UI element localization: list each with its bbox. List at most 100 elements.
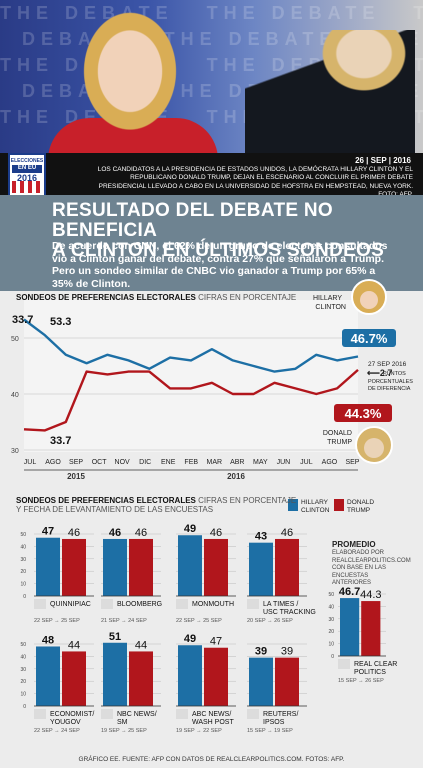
trump-start-label: 33.7 bbox=[50, 435, 71, 447]
bar-chart-subtitle-2: Y FECHA DE LEVANTAMIENTO DE LAS ENCUESTA… bbox=[16, 505, 214, 514]
poll-7-dates: 19 SEP → 22 SEP bbox=[176, 728, 222, 734]
x-tick-label: OCT bbox=[92, 459, 108, 466]
annotation-gap: ⟵2.7 bbox=[367, 368, 392, 378]
trump-avatar-face bbox=[364, 438, 384, 458]
poll-1-clinton-value: 47 bbox=[42, 526, 54, 538]
trump-end-value: 44.3% bbox=[345, 406, 382, 421]
bar-y-tick: 50 bbox=[20, 642, 26, 648]
poll-8-clinton-value: 39 bbox=[255, 646, 267, 658]
y-tick-label: 40 bbox=[11, 392, 19, 399]
clinton-photo bbox=[60, 12, 200, 160]
poll-7-clinton-bar bbox=[178, 645, 202, 706]
poll-7-clinton-value: 49 bbox=[184, 633, 196, 645]
poll-3-clinton-bar bbox=[178, 535, 202, 596]
lead-paragraph: De acuerdo con CNN, el 62% de un grupo d… bbox=[52, 240, 388, 290]
bar-y-tick: 20 bbox=[20, 679, 26, 685]
bar-y-tick: 20 bbox=[20, 569, 26, 575]
legend-clinton-1: HILLARY bbox=[313, 295, 342, 302]
bar-legend-clinton-1: HILLARY bbox=[301, 499, 329, 506]
footer-credit: GRÁFICO EE. FUENTE: AFP CON DATOS DE REA… bbox=[78, 756, 345, 763]
poll-6-name-2: SM bbox=[117, 719, 128, 726]
poll-8-logo-icon bbox=[247, 709, 259, 719]
poll-6-clinton-bar bbox=[103, 642, 127, 706]
avg-y-tick: 40 bbox=[328, 604, 334, 610]
clinton-start-label: 33.7 bbox=[12, 314, 33, 326]
clinton-end-value: 46.7% bbox=[351, 331, 388, 346]
average-description: ELABORADO POR REALCLEARPOLITICS.COM CON … bbox=[332, 550, 423, 588]
poll-3-dates: 22 SEP → 25 SEP bbox=[176, 618, 222, 624]
average-clinton-bar bbox=[340, 598, 360, 656]
line-chart-title: SONDEOS DE PREFERENCIAS ELECTORALES CIFR… bbox=[16, 293, 296, 302]
bar-legend-clinton-2: CLINTON bbox=[301, 507, 330, 514]
bar-y-tick: 0 bbox=[23, 704, 26, 710]
bar-y-tick: 10 bbox=[20, 582, 26, 588]
bar-legend-trump-2: TRUMP bbox=[347, 507, 370, 514]
poll-5-name: ECONOMIST/ bbox=[50, 711, 94, 718]
poll-1-clinton-bar bbox=[36, 537, 60, 596]
headline-line2: A CLINTON EN ÚLTIMOS SONDEOS bbox=[52, 240, 385, 261]
avg-y-tick: 50 bbox=[328, 592, 334, 598]
poll-6-trump-value: 44 bbox=[135, 639, 147, 651]
line-chart-subtitle: CIFRAS EN PORCENTAJE bbox=[198, 293, 297, 302]
poll-5-dates: 22 SEP → 24 SEP bbox=[34, 728, 80, 734]
x-tick-label: JUL bbox=[24, 459, 37, 466]
bar-y-tick: 10 bbox=[20, 692, 26, 698]
poll-5-clinton-bar bbox=[36, 646, 60, 706]
x-tick-label: JUL bbox=[300, 459, 313, 466]
poll-5-logo-icon bbox=[34, 709, 46, 719]
poll-6-clinton-value: 51 bbox=[109, 631, 121, 643]
logo-line3: 2016 bbox=[16, 173, 38, 183]
clinton-line bbox=[23, 318, 359, 373]
x-tick-label: MAY bbox=[253, 459, 268, 466]
x-tick-label: JUN bbox=[277, 459, 291, 466]
bar-y-tick: 40 bbox=[20, 654, 26, 660]
poll-6-logo-icon bbox=[101, 709, 113, 719]
poll-2-dates: 21 SEP → 24 SEP bbox=[101, 618, 147, 624]
clinton-avatar-face bbox=[360, 291, 378, 309]
average-name: REAL CLEAR bbox=[354, 661, 397, 668]
poll-4-dates: 20 SEP → 26 SEP bbox=[247, 618, 293, 624]
flag-stripes-icon bbox=[12, 181, 42, 193]
poll-3-clinton-value: 49 bbox=[184, 523, 196, 535]
legend-clinton-2: CLINTON bbox=[315, 304, 346, 311]
poll-2-trump-value: 46 bbox=[135, 527, 147, 539]
poll-6-dates: 19 SEP → 25 SEP bbox=[101, 728, 147, 734]
poll-4-clinton-bar bbox=[249, 542, 273, 596]
poll-2-logo-icon bbox=[101, 599, 113, 609]
average-trump-value: 44.3 bbox=[360, 589, 381, 601]
legend-clinton-swatch bbox=[288, 499, 298, 511]
trump-end-box bbox=[334, 404, 392, 422]
bar-y-tick: 50 bbox=[20, 532, 26, 538]
header-photo: THE DEBATE THE DEBATE THE DEBATE THE DEB… bbox=[0, 0, 423, 160]
annotation-text-1: PUNTOS bbox=[383, 371, 406, 377]
poll-8-dates: 15 SEP → 19 SEP bbox=[247, 728, 293, 734]
x-tick-label: MAR bbox=[206, 459, 222, 466]
poll-4-trump-bar bbox=[275, 538, 299, 596]
legend-trump-2: TRUMP bbox=[327, 439, 352, 446]
poll-8-trump-bar bbox=[275, 657, 299, 706]
poll-6-trump-bar bbox=[129, 651, 153, 706]
avg-y-tick: 30 bbox=[328, 617, 334, 623]
line-chart-title-text: SONDEOS DE PREFERENCIAS ELECTORALES bbox=[16, 293, 196, 302]
poll-7-logo-icon bbox=[176, 709, 188, 719]
date-label: 26 | SEP | 2016 bbox=[355, 156, 411, 165]
poll-1-dates: 22 SEP → 25 SEP bbox=[34, 618, 80, 624]
x-tick-label: SEP bbox=[69, 459, 83, 466]
poll-1-logo-icon bbox=[34, 599, 46, 609]
poll-3-name: MONMOUTH bbox=[192, 601, 234, 608]
avg-y-tick: 20 bbox=[328, 629, 334, 635]
trump-line bbox=[23, 369, 359, 432]
poll-1-trump-value: 46 bbox=[68, 527, 80, 539]
headline-line1: RESULTADO DEL DEBATE NO BENEFICIA bbox=[52, 200, 333, 241]
y-tick-label: 30 bbox=[11, 448, 19, 455]
x-tick-label: DIC bbox=[139, 459, 151, 466]
logo-line1: ELECCIONES bbox=[10, 158, 44, 164]
average-text-4: ANTERIORES bbox=[332, 580, 372, 586]
poll-4-trump-value: 46 bbox=[281, 527, 293, 539]
poll-4-name-2: USC TRACKING bbox=[263, 609, 316, 616]
poll-1-trump-bar bbox=[62, 538, 86, 596]
poll-3-trump-value: 46 bbox=[210, 527, 222, 539]
poll-5-trump-value: 44 bbox=[68, 639, 80, 651]
poll-6-name: NBC NEWS/ bbox=[117, 711, 157, 718]
y-tick-label: 50 bbox=[11, 336, 19, 343]
